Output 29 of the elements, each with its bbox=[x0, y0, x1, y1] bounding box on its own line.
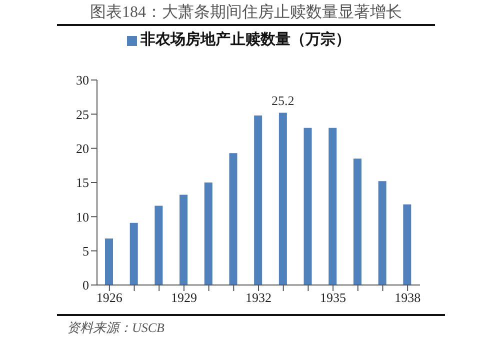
bar bbox=[254, 116, 262, 285]
legend-label: 非农场房地产止赎数量（万宗） bbox=[140, 32, 350, 48]
x-tick-label: 1929 bbox=[170, 290, 197, 306]
bar bbox=[353, 158, 362, 285]
bar bbox=[304, 128, 312, 285]
data-label: 25.2 bbox=[272, 92, 294, 108]
y-tick-label: 20 bbox=[76, 140, 89, 156]
bar bbox=[105, 238, 113, 285]
y-tick-label: 0 bbox=[82, 278, 89, 293]
bar bbox=[278, 112, 287, 285]
bar bbox=[229, 153, 238, 285]
bar bbox=[154, 206, 163, 285]
x-tick-label: 1935 bbox=[320, 290, 346, 306]
bar bbox=[130, 222, 138, 285]
text: 资料来源：USCB bbox=[67, 319, 166, 337]
y-tick-label: 10 bbox=[76, 209, 89, 224]
y-tick-label: 25 bbox=[76, 106, 89, 122]
x-tick-label: 1926 bbox=[96, 290, 123, 306]
x-tick-label: 1932 bbox=[246, 290, 272, 306]
y-tick-label: 5 bbox=[82, 243, 89, 258]
bar bbox=[403, 204, 412, 285]
chart-title: 图表184：大萧条期间住房止赎数量显著增长 bbox=[57, 2, 435, 26]
bar bbox=[180, 194, 188, 285]
y-tick-label: 15 bbox=[76, 175, 89, 190]
y-tick-label: 30 bbox=[76, 72, 89, 88]
x-tick-label: 1938 bbox=[394, 290, 421, 306]
bar bbox=[328, 128, 337, 285]
bar bbox=[204, 182, 212, 285]
bar bbox=[378, 181, 386, 285]
